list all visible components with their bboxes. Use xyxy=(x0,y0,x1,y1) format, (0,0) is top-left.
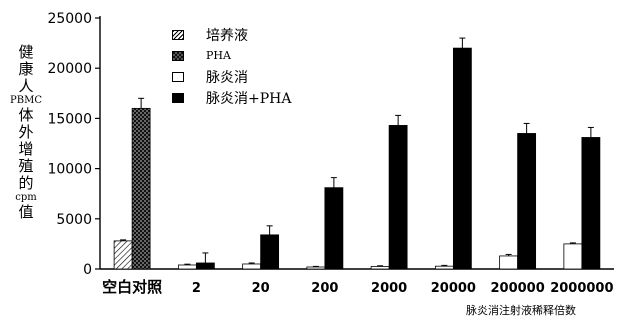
bar-hatch-0 xyxy=(113,240,133,270)
y-tick-label: 20000 xyxy=(47,61,92,77)
ylabel-char: 体 xyxy=(18,106,34,124)
ylabel-char: 人 xyxy=(18,77,34,95)
y-tick-label: 25000 xyxy=(47,11,92,27)
bar-black-4 xyxy=(388,125,408,270)
bar-black-7 xyxy=(581,137,601,270)
bar-white-4 xyxy=(370,266,390,270)
error-bars xyxy=(120,37,594,267)
y-tick-label: 5000 xyxy=(56,212,92,228)
x-tick-label: 空白对照 xyxy=(102,278,162,296)
legend: 培养液 PHA 脉炎消 脉炎消+PHA xyxy=(172,24,342,108)
bar-white-3 xyxy=(306,266,326,270)
ylabel-char: 康 xyxy=(18,60,34,78)
bar-black-3 xyxy=(324,187,344,270)
ylabel-char: 的 xyxy=(18,174,34,192)
bar-black-2 xyxy=(260,234,280,270)
ylabel-char: 值 xyxy=(18,203,34,221)
legend-item-pha: PHA xyxy=(172,45,342,66)
bar-black-6 xyxy=(517,133,537,270)
bar-white-7 xyxy=(563,243,583,270)
ylabel-char: 殖 xyxy=(18,157,34,175)
bar-white-6 xyxy=(499,255,519,270)
legend-item-culture-medium: 培养液 xyxy=(172,24,342,45)
ylabel-char: cpm xyxy=(15,192,37,203)
bar-black-5 xyxy=(452,47,472,270)
bar-white-1 xyxy=(177,264,197,270)
legend-label: 培养液 xyxy=(206,27,248,44)
legend-label: 脉炎消+PHA xyxy=(206,90,292,107)
bar-white-5 xyxy=(434,265,454,270)
legend-swatch-checker xyxy=(172,50,184,61)
legend-item-maiyanxiao-pha: 脉炎消+PHA xyxy=(172,87,342,108)
legend-label: 脉炎消 xyxy=(206,69,248,86)
bars xyxy=(113,47,601,270)
legend-swatch-white xyxy=(172,71,184,82)
y-tick-label: 0 xyxy=(83,262,92,278)
ylabel-char: 健 xyxy=(18,43,34,61)
x-tick-label: 2000 xyxy=(371,281,407,296)
legend-swatch-black xyxy=(172,92,184,103)
x-axis-title: 脉炎消注射液稀释倍数 xyxy=(466,304,576,317)
x-tick-label: 20 xyxy=(252,281,270,296)
x-tick-label: 2000000 xyxy=(550,281,613,296)
x-tick-label: 2 xyxy=(192,281,201,296)
x-tick-labels: 空白对照 2 20 200 2000 20000 200000 2000000 xyxy=(102,278,613,296)
y-tick-label: 10000 xyxy=(47,162,92,178)
legend-swatch-hatch xyxy=(172,29,184,40)
bar-black-1 xyxy=(195,262,215,270)
x-tick-label: 200000 xyxy=(490,281,544,296)
x-tick-label: 20000 xyxy=(431,281,476,296)
y-axis-label: 健 康 人 PBMC 体 外 增 殖 的 cpm 值 xyxy=(6,44,46,221)
bar-checker-0 xyxy=(131,107,151,270)
y-tick-labels: 0 5000 10000 15000 20000 25000 xyxy=(47,11,92,278)
legend-item-maiyanxiao: 脉炎消 xyxy=(172,66,342,87)
ylabel-char: 外 xyxy=(18,123,34,141)
bar-white-2 xyxy=(242,263,262,270)
x-tick-label: 200 xyxy=(311,281,338,296)
ylabel-char: PBMC xyxy=(10,95,42,106)
y-tick-label: 15000 xyxy=(47,111,92,127)
legend-label: PHA xyxy=(206,49,231,62)
ylabel-char: 增 xyxy=(18,140,34,158)
